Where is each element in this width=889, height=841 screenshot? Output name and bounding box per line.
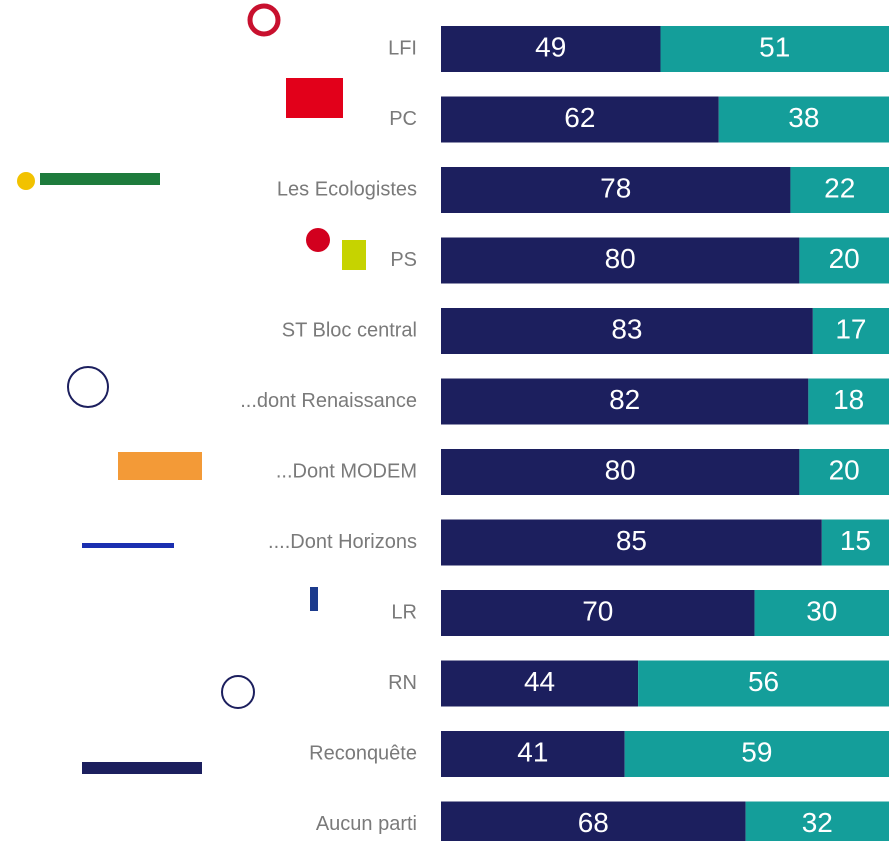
bar-segment (441, 801, 746, 841)
bar-segment (441, 660, 639, 707)
bar-segment (441, 731, 625, 777)
logo-re (67, 366, 109, 408)
logo-ecologistes-bar (40, 173, 160, 185)
logo-ps-rose (306, 228, 330, 252)
bar-segment (799, 237, 889, 284)
bar-segment (441, 237, 800, 284)
category-label: Les Ecologistes (277, 178, 417, 200)
logo-horizons (82, 543, 174, 548)
bar-segment (441, 590, 755, 636)
value-label: 49 (535, 31, 566, 62)
logo-reconquete (82, 762, 202, 774)
value-label: 68 (578, 807, 609, 838)
value-label: 59 (741, 736, 772, 767)
value-label: 15 (840, 525, 871, 556)
value-label: 51 (759, 31, 790, 62)
logo-lfi (247, 3, 281, 37)
bar-segment (812, 308, 889, 354)
logo-ecologistes (17, 172, 35, 190)
value-label: 70 (582, 595, 613, 626)
value-label: 20 (829, 454, 860, 485)
category-label: PS (390, 249, 417, 271)
bar-segment (441, 308, 813, 354)
value-label: 80 (605, 454, 636, 485)
bar-segment (790, 167, 889, 213)
bar-segment (754, 590, 889, 636)
value-label: 62 (564, 102, 595, 133)
value-label: 85 (616, 525, 647, 556)
value-label: 30 (806, 595, 837, 626)
bar-segment (441, 519, 822, 566)
bar-segment (638, 660, 889, 707)
category-label: ....Dont Horizons (268, 531, 417, 553)
value-label: 80 (605, 243, 636, 274)
bar-segment (660, 26, 889, 72)
value-label: 83 (611, 313, 642, 344)
logo-lfi-text (284, 10, 344, 30)
value-label: 56 (748, 666, 779, 697)
category-label: PC (389, 108, 417, 130)
bar-segment (441, 96, 719, 143)
logo-lr (310, 587, 318, 611)
bar-segment (624, 731, 889, 777)
value-label: 78 (600, 172, 631, 203)
logo-modem (118, 452, 202, 480)
logo-rn (221, 675, 255, 709)
bar-segment (441, 378, 809, 425)
value-label: 38 (788, 102, 819, 133)
bar-segment (799, 449, 889, 495)
bar-segment (441, 26, 661, 72)
category-label: LFI (388, 37, 417, 59)
value-label: 82 (609, 384, 640, 415)
bar-segment (745, 801, 889, 841)
category-label: Aucun parti (316, 813, 417, 835)
category-label: ...Dont MODEM (276, 460, 417, 482)
value-label: 41 (517, 736, 548, 767)
value-label: 22 (824, 172, 855, 203)
value-label: 18 (833, 384, 864, 415)
logos (17, 3, 366, 774)
category-label: LR (391, 601, 417, 623)
bar-segment (718, 96, 889, 143)
bar-segment (441, 167, 791, 213)
value-label: 32 (802, 807, 833, 838)
value-label: 44 (524, 666, 555, 697)
bar-segment (808, 378, 889, 425)
bar-segment (441, 449, 800, 495)
category-label: Reconquête (309, 742, 417, 764)
value-label: 20 (829, 243, 860, 274)
category-label: ...dont Renaissance (240, 390, 417, 412)
logo-ps (342, 240, 366, 270)
category-label: RN (388, 672, 417, 694)
logo-pc (286, 78, 343, 118)
bar-segment (821, 519, 889, 566)
value-label: 17 (835, 313, 866, 344)
category-label: ST Bloc central (282, 319, 417, 341)
